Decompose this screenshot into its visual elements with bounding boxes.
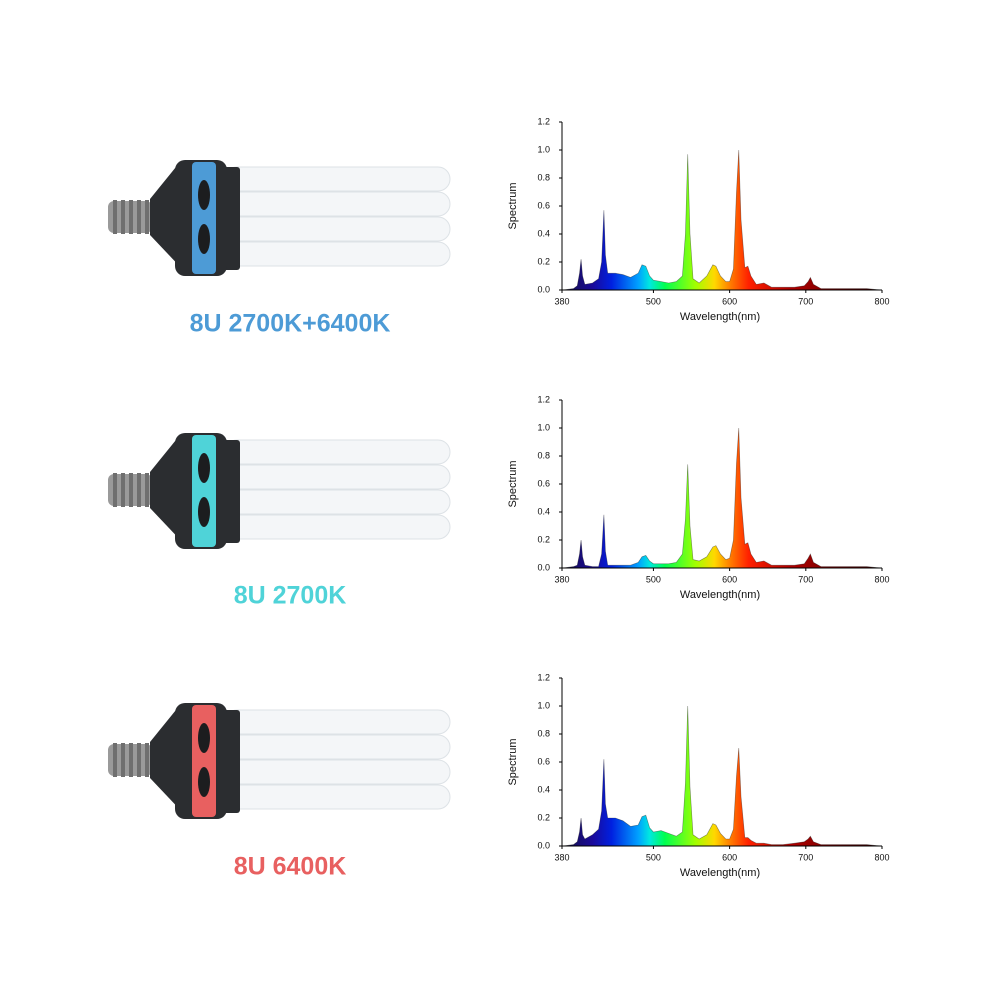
lamp-ring <box>192 705 216 817</box>
x-tick-label: 700 <box>798 296 813 306</box>
lamp-tube <box>224 439 451 465</box>
product-title: 8U 2700K+6400K <box>190 310 391 338</box>
lamp-slot <box>198 767 210 797</box>
x-axis-title: Wavelength(nm) <box>680 589 760 601</box>
y-tick-label: 1.2 <box>537 116 550 126</box>
lamp-thread <box>137 743 141 777</box>
x-axis-title: Wavelength(nm) <box>680 867 760 879</box>
lamp-thread <box>121 743 125 777</box>
y-tick-label: 0.4 <box>537 784 550 794</box>
x-tick-label: 800 <box>874 296 889 306</box>
x-tick-label: 700 <box>798 852 813 862</box>
y-tick-label: 1.2 <box>537 394 550 404</box>
product-row: 8U 6400K 0.0 0.2 0.4 0.6 0.8 1.0 1.2 380 500 600 70… <box>108 672 890 881</box>
lamp-thread <box>121 200 125 234</box>
lamp-thread <box>129 473 133 507</box>
lamp-tube <box>224 166 451 192</box>
product-row: 8U 2700K+6400K 0.0 0.2 0.4 0.6 0.8 1.0 1.2 380 50… <box>108 116 890 338</box>
y-tick-label: 0.0 <box>537 284 550 294</box>
lamp-thread <box>121 473 125 507</box>
lamp-tube <box>224 489 451 515</box>
lamp-tube <box>224 759 451 785</box>
lamp-thread <box>113 473 117 507</box>
y-tick-label: 0.6 <box>537 756 550 766</box>
lamp-slot <box>198 180 210 210</box>
lamp-tube <box>224 241 451 267</box>
lamp-ring <box>192 162 216 274</box>
lamp-ring <box>192 435 216 547</box>
x-tick-label: 380 <box>554 852 569 862</box>
y-tick-label: 0.4 <box>537 228 550 238</box>
y-axis-title: Spectrum <box>507 738 519 785</box>
y-tick-label: 1.2 <box>537 672 550 682</box>
y-tick-label: 0.2 <box>537 812 550 822</box>
y-tick-label: 1.0 <box>537 422 550 432</box>
y-axis-title: Spectrum <box>507 182 519 229</box>
lamp-tube <box>224 464 451 490</box>
y-tick-label: 0.2 <box>537 534 550 544</box>
spectrum-area <box>561 427 883 569</box>
product-title: 8U 2700K <box>234 582 347 610</box>
y-tick-label: 0.8 <box>537 728 550 738</box>
x-tick-label: 600 <box>722 852 737 862</box>
y-tick-label: 0.0 <box>537 562 550 572</box>
lamp-slot <box>198 453 210 483</box>
lamp-thread <box>113 743 117 777</box>
x-tick-label: 700 <box>798 574 813 584</box>
lamp-thread <box>113 200 117 234</box>
x-tick-label: 600 <box>722 296 737 306</box>
lamp-thread <box>145 743 149 777</box>
spectrum-area <box>561 149 883 291</box>
y-tick-label: 0.6 <box>537 200 550 210</box>
lamp-tube <box>224 191 451 217</box>
x-tick-label: 500 <box>646 852 661 862</box>
lamp-slot <box>198 723 210 753</box>
x-tick-label: 800 <box>874 852 889 862</box>
lamp-thread <box>145 473 149 507</box>
x-tick-label: 500 <box>646 574 661 584</box>
x-axis-title: Wavelength(nm) <box>680 311 760 323</box>
lamp-thread <box>137 200 141 234</box>
product-title: 8U 6400K <box>234 853 347 881</box>
lamp-thread <box>129 200 133 234</box>
lamp-tube <box>224 514 451 540</box>
y-tick-label: 0.8 <box>537 450 550 460</box>
y-axis-title: Spectrum <box>507 460 519 507</box>
spectrum-area <box>561 705 883 847</box>
y-tick-label: 1.0 <box>537 144 550 154</box>
y-tick-label: 0.6 <box>537 478 550 488</box>
x-tick-label: 380 <box>554 296 569 306</box>
x-tick-label: 500 <box>646 296 661 306</box>
x-tick-label: 800 <box>874 574 889 584</box>
lamp-thread <box>145 200 149 234</box>
product-row: 8U 2700K 0.0 0.2 0.4 0.6 0.8 1.0 1.2 380 500 600 70… <box>108 394 890 610</box>
lamp-thread <box>137 473 141 507</box>
y-tick-label: 1.0 <box>537 700 550 710</box>
x-tick-label: 380 <box>554 574 569 584</box>
y-tick-label: 0.0 <box>537 840 550 850</box>
y-tick-label: 0.8 <box>537 172 550 182</box>
lamp-tube <box>224 784 451 810</box>
lamp-tube <box>224 734 451 760</box>
lamp-thread <box>129 743 133 777</box>
x-tick-label: 600 <box>722 574 737 584</box>
y-tick-label: 0.2 <box>537 256 550 266</box>
lamp-slot <box>198 497 210 527</box>
y-tick-label: 0.4 <box>537 506 550 516</box>
lamp-tube <box>224 709 451 735</box>
lamp-tube <box>224 216 451 242</box>
lamp-slot <box>198 224 210 254</box>
